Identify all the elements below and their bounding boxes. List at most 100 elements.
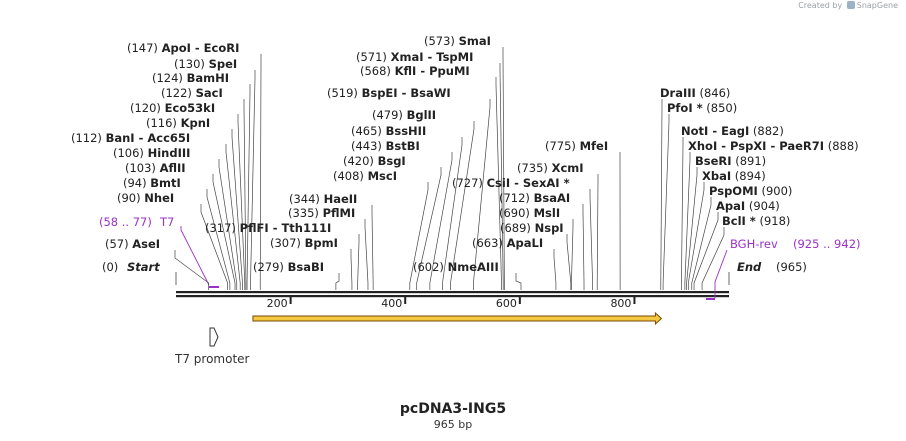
enzyme-name: AflII xyxy=(160,161,186,175)
mid-enzyme-label: (443) BstBI xyxy=(351,139,420,153)
enzyme-leader-line xyxy=(495,77,502,290)
enzyme-leader-line xyxy=(693,212,719,290)
enzyme-position: (891) xyxy=(732,154,767,168)
enzyme-name: XbaI xyxy=(702,169,731,183)
t7-primer-range: (58 .. 77) xyxy=(99,215,152,229)
snapgene-credit: Created by SnapGene xyxy=(798,1,898,10)
mid-enzyme-label: (317) PflFI - Tth111I xyxy=(205,221,331,235)
enzyme-name: HindIII xyxy=(148,146,191,160)
mid-enzyme-label: (712) BsaAI xyxy=(499,191,570,205)
enzyme-position: (443) xyxy=(351,139,386,153)
enzyme-leader-line xyxy=(582,204,585,290)
enzyme-position: (735) xyxy=(517,161,552,175)
enzyme-isoschizomer: - BsaWI xyxy=(398,86,451,100)
right-enzyme-label: ApaI (904) xyxy=(716,199,780,213)
enzyme-leader-line xyxy=(250,70,256,290)
mid-enzyme-label: (307) BpmI xyxy=(270,236,338,250)
enzyme-position: (420) xyxy=(343,154,378,168)
enzyme-isoschizomer: - Acc65I xyxy=(135,131,191,145)
left-enzyme-label: (124) BamHI xyxy=(152,71,229,85)
enzyme-leader-line xyxy=(237,114,246,290)
enzyme-leader-line xyxy=(442,137,463,290)
start-label: Start xyxy=(127,260,160,274)
enzyme-position: (602) xyxy=(413,260,448,274)
t7-promoter-arrow-icon xyxy=(209,327,219,347)
mid-enzyme-label: (727) CsiI - SexAI * xyxy=(452,176,570,190)
enzyme-name: XmaI xyxy=(391,50,424,64)
enzyme-leader-line xyxy=(553,249,557,290)
bgh-rev-primer-leader xyxy=(714,249,728,298)
left-enzyme-label: (112) BanI - Acc65I xyxy=(71,131,190,145)
enzyme-position: (106) xyxy=(113,146,148,160)
enzyme-position: (335) xyxy=(288,206,323,220)
enzyme-isoschizomer: - PpuMI xyxy=(416,64,469,78)
end-label: End xyxy=(737,260,762,274)
enzyme-name: NmeAIII xyxy=(448,260,499,274)
enzyme-leader-line xyxy=(662,114,670,290)
enzyme-position: (850) xyxy=(703,101,738,115)
enzyme-position: (888) xyxy=(824,139,859,153)
enzyme-position: (918) xyxy=(756,214,791,228)
enzyme-name: MscI xyxy=(368,169,397,183)
enzyme-position: (894) xyxy=(731,169,766,183)
enzyme-name: XcmI xyxy=(552,161,584,175)
enzyme-position: (690) xyxy=(499,206,534,220)
enzyme-position: (904) xyxy=(745,199,780,213)
enzyme-leader-line xyxy=(589,189,593,290)
enzyme-position: (408) xyxy=(333,169,368,183)
enzyme-name: BstBI xyxy=(386,139,420,153)
enzyme-leader-line xyxy=(596,174,599,290)
enzyme-name: NspI xyxy=(535,221,564,235)
enzyme-name: SpeI xyxy=(209,57,238,71)
credit-brand: SnapGene xyxy=(856,1,898,10)
mid-enzyme-label: (335) PflMI xyxy=(288,206,355,220)
enzyme-position: (317) xyxy=(205,221,240,235)
enzyme-name: BanI xyxy=(106,131,135,145)
enzyme-name: BseRI xyxy=(695,154,732,168)
enzyme-leader-line xyxy=(429,152,453,290)
mid-enzyme-label: (602) NmeAIII xyxy=(413,260,499,274)
enzyme-position: (689) xyxy=(500,221,535,235)
enzyme-leader-line xyxy=(416,167,442,290)
enzyme-position: (112) xyxy=(71,131,106,145)
snapgene-logo-icon xyxy=(846,1,855,9)
enzyme-leader-line xyxy=(212,174,236,290)
right-enzyme-label: BseRI (891) xyxy=(695,154,766,168)
enzyme-leader-line xyxy=(684,152,691,290)
enzyme-name: MfeI xyxy=(580,139,609,153)
mid-enzyme-label: (775) MfeI xyxy=(545,139,608,153)
enzyme-position: (307) xyxy=(270,236,305,250)
enzyme-name: BsgI xyxy=(378,154,406,168)
ruler-tick-label: 400 xyxy=(381,297,402,310)
enzyme-isoschizomer: - EagI xyxy=(708,124,749,138)
enzyme-leader-line xyxy=(691,197,712,290)
ruler-tick-label: 600 xyxy=(496,297,517,310)
left-enzyme-label: (106) HindIII xyxy=(113,146,190,160)
enzyme-name: ApoI xyxy=(162,41,191,55)
right-enzyme-label: NotI - EagI (882) xyxy=(681,124,784,138)
bgh-rev-primer-bar xyxy=(706,298,715,300)
enzyme-name: ApaI xyxy=(716,199,745,213)
ruler-tick-label: 200 xyxy=(267,297,288,310)
mid-enzyme-label: (663) ApaLI xyxy=(472,236,543,250)
enzyme-leader-line xyxy=(450,121,475,290)
enzyme-name: BsaBI xyxy=(288,260,324,274)
enzyme-leader-line xyxy=(174,250,210,290)
mid-enzyme-label: (465) BssHII xyxy=(351,124,426,138)
left-enzyme-label: (90) NheI xyxy=(117,191,174,205)
enzyme-name: BmtI xyxy=(150,176,181,190)
enzyme-position: (571) xyxy=(356,50,391,64)
enzyme-leader-line xyxy=(371,205,374,290)
enzyme-name: NheI xyxy=(144,191,174,205)
mid-enzyme-label: (344) HaeII xyxy=(289,192,357,206)
enzyme-leader-line xyxy=(473,99,491,290)
left-enzyme-label: (122) SacI xyxy=(161,86,223,100)
enzyme-leader-line xyxy=(701,227,725,290)
right-enzyme-label: XbaI (894) xyxy=(702,169,766,183)
mid-enzyme-label: (479) BglII xyxy=(372,108,436,122)
enzyme-leader-line xyxy=(364,219,369,290)
enzyme-name: XhoI xyxy=(688,139,717,153)
enzyme-position: (279) xyxy=(253,260,288,274)
backbone-top-strand xyxy=(176,291,729,294)
